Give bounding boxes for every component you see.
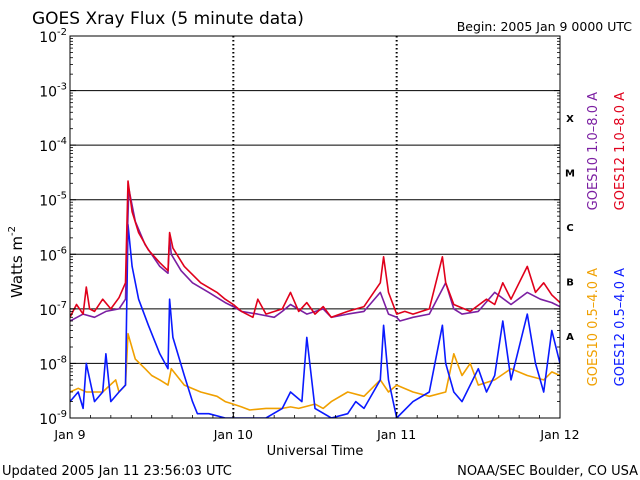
y-tick-label: 10-9 [39, 409, 67, 428]
legend: GOES10 1.0–8.0 A GOES12 1.0–8.0 A GOES10 0… [586, 92, 628, 386]
series-line [70, 332, 560, 411]
begin-label: Begin: 2005 Jan 9 0000 UTC [457, 19, 633, 34]
footer-credit: NOAA/SEC Boulder, CO USA [457, 464, 638, 479]
chart-title: GOES Xray Flux (5 minute data) [32, 9, 304, 29]
x-tick-label: Jan 12 [539, 427, 579, 442]
y-tick-label: 10-6 [39, 245, 67, 264]
legend-entry: GOES12 1.0–8.0 A [613, 92, 628, 210]
x-axis-ticks: Jan 9 Jan 10 Jan 11 Jan 12 [53, 412, 580, 442]
series-line [70, 223, 560, 418]
footer-updated: Updated 2005 Jan 11 23:56:03 UTC [2, 464, 232, 479]
y-tick-label: 10-8 [39, 354, 67, 373]
y-axis-ticks: 10-2 10-3 10-4 10-5 10-6 10-7 10-8 10-9 [39, 27, 560, 428]
flare-class-label: A [566, 332, 574, 343]
flare-class-label: C [566, 223, 573, 234]
x-tick-label: Jan 11 [376, 427, 416, 442]
y-tick-label: 10-7 [39, 300, 67, 319]
y-axis-label-group: Watts m-2 [7, 226, 26, 298]
y-tick-label: 10-2 [39, 27, 67, 46]
legend-entry: GOES10 1.0–8.0 A [586, 92, 601, 210]
plot-area [70, 36, 560, 418]
y-tick-label: 10-5 [39, 191, 67, 210]
flare-class-label: B [566, 278, 574, 289]
y-tick-label: 10-3 [39, 82, 67, 101]
x-axis-label: Universal Time [267, 444, 364, 459]
flare-class-label: M [565, 168, 575, 179]
flare-class-labels: X M C B A [565, 114, 575, 343]
flare-class-label: X [566, 114, 574, 125]
legend-entry: GOES10 0.5–4.0 A [586, 268, 601, 386]
x-tick-label: Jan 9 [53, 427, 85, 442]
y-axis-label: Watts m [8, 236, 26, 298]
y-tick-label: 10-4 [39, 136, 67, 155]
series-line [70, 180, 560, 319]
legend-entry: GOES12 0.5–4.0 A [613, 268, 628, 386]
plot-background [70, 36, 560, 418]
y-axis-label-exponent: -2 [7, 226, 18, 236]
x-tick-label: Jan 10 [213, 427, 253, 442]
series-layer [70, 180, 560, 418]
svg-text:Watts m-2: Watts m-2 [7, 226, 26, 298]
